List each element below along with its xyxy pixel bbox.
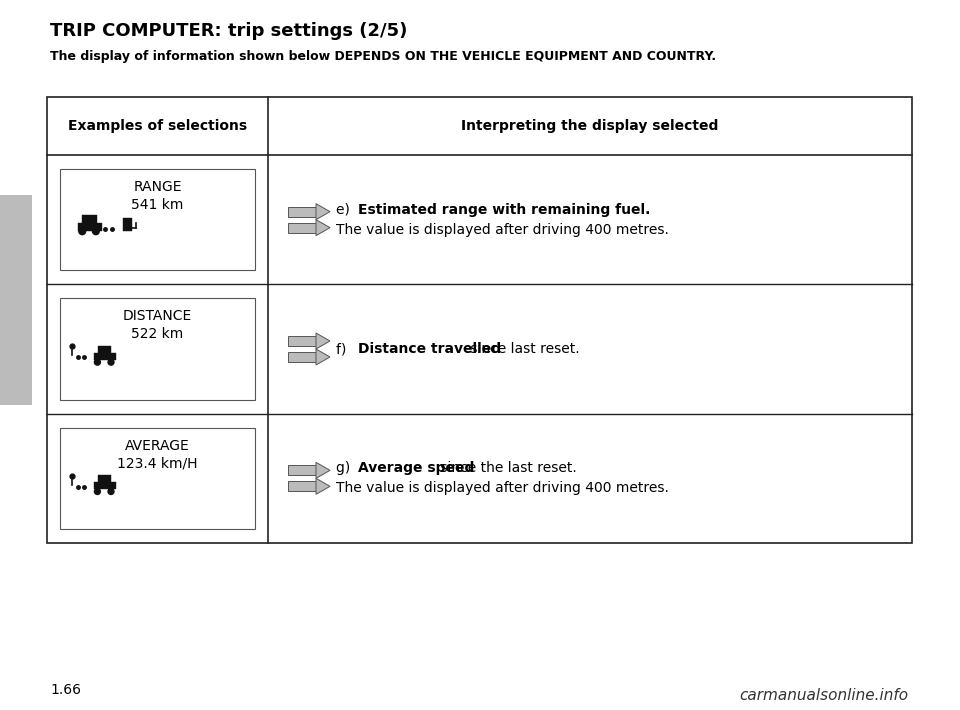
Text: Average speed: Average speed [358, 462, 474, 475]
Bar [288, 465, 316, 475]
Text: Estimated range with remaining fuel.: Estimated range with remaining fuel. [358, 202, 650, 217]
Bar [98, 346, 111, 352]
Bar [288, 223, 316, 233]
Polygon shape [316, 204, 330, 219]
Bar [94, 352, 116, 360]
Bar [288, 481, 316, 491]
Polygon shape [316, 462, 330, 479]
Bar [60, 169, 255, 271]
Bar [123, 218, 132, 231]
Text: RANGE: RANGE [133, 180, 181, 194]
Text: carmanualsonline.info: carmanualsonline.info [739, 687, 908, 702]
Circle shape [94, 488, 101, 494]
Bar [83, 215, 97, 223]
Bar [60, 427, 255, 529]
Text: e): e) [336, 202, 359, 217]
Circle shape [108, 488, 114, 494]
Text: DISTANCE: DISTANCE [123, 310, 192, 323]
Text: The display of information shown below DEPENDS ON THE VEHICLE EQUIPMENT AND COUN: The display of information shown below D… [50, 50, 716, 63]
Bar [288, 336, 316, 346]
Text: The value is displayed after driving 400 metres.: The value is displayed after driving 400… [336, 223, 669, 236]
Bar [60, 298, 255, 400]
Bar [288, 207, 316, 217]
Circle shape [94, 359, 101, 365]
Polygon shape [316, 333, 330, 349]
Text: Examples of selections: Examples of selections [68, 119, 247, 133]
Bar [94, 482, 116, 489]
Text: 522 km: 522 km [132, 327, 183, 342]
Text: AVERAGE: AVERAGE [125, 439, 190, 453]
Polygon shape [316, 349, 330, 365]
Circle shape [108, 359, 114, 365]
Polygon shape [316, 479, 330, 494]
Text: since last reset.: since last reset. [466, 342, 580, 356]
Bar [78, 223, 102, 231]
Text: The value is displayed after driving 400 metres.: The value is displayed after driving 400… [336, 481, 669, 496]
Text: g): g) [336, 462, 359, 475]
Circle shape [92, 228, 99, 234]
Text: since the last reset.: since the last reset. [436, 462, 577, 475]
Circle shape [79, 228, 85, 234]
Bar [98, 475, 111, 482]
Bar [0, 195, 32, 405]
Text: Distance travelled: Distance travelled [358, 342, 501, 356]
Text: f): f) [336, 342, 355, 356]
Text: 541 km: 541 km [132, 198, 183, 212]
Bar [47, 97, 912, 543]
Text: Interpreting the display selected: Interpreting the display selected [462, 119, 719, 133]
Text: 1.66: 1.66 [50, 683, 81, 697]
Text: 123.4 km/H: 123.4 km/H [117, 457, 198, 471]
Polygon shape [316, 219, 330, 236]
Bar [288, 352, 316, 362]
Text: TRIP COMPUTER: trip settings (2/5): TRIP COMPUTER: trip settings (2/5) [50, 22, 407, 40]
